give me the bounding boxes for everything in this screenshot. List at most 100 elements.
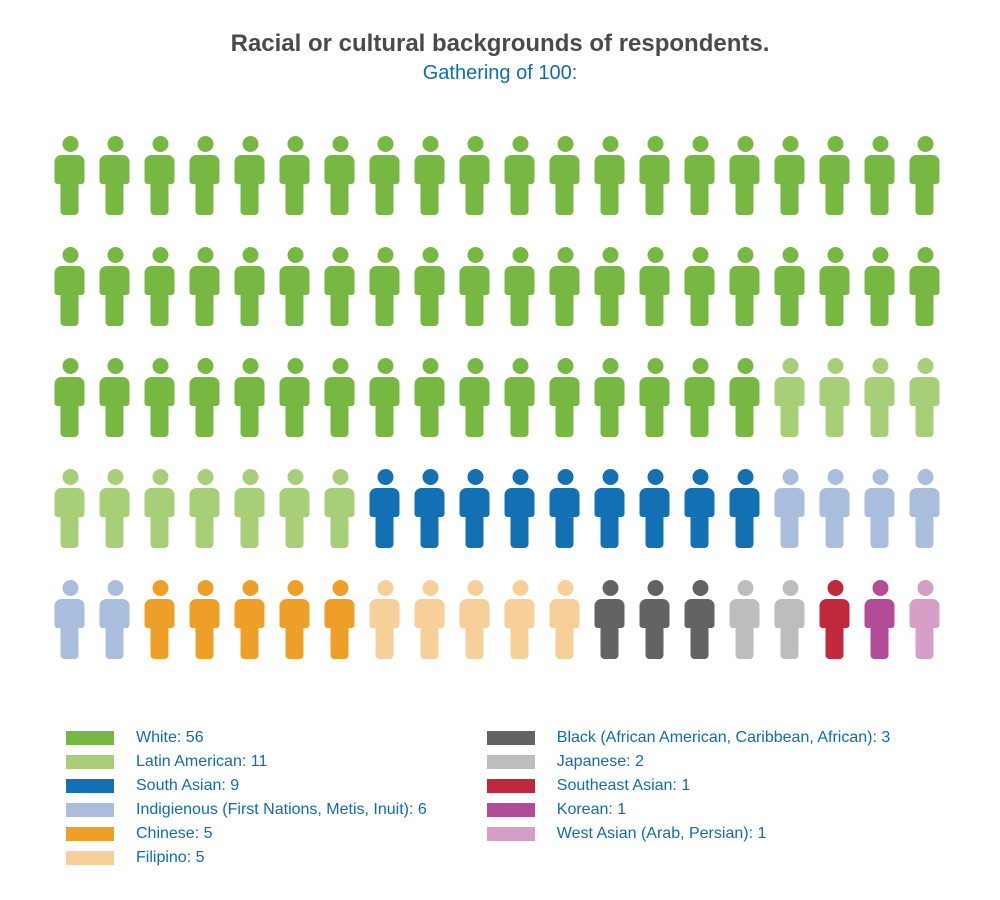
person-icon bbox=[770, 357, 811, 437]
legend-swatch bbox=[66, 803, 114, 817]
person-icon bbox=[635, 357, 676, 437]
person-icon bbox=[635, 246, 676, 326]
person-icon bbox=[185, 135, 226, 215]
person-icon bbox=[455, 579, 496, 659]
legend-label: Chinese: 5 bbox=[136, 825, 213, 843]
person-icon bbox=[410, 357, 451, 437]
person-icon bbox=[725, 246, 766, 326]
person-icon bbox=[230, 579, 271, 659]
page-title: Racial or cultural backgrounds of respon… bbox=[50, 30, 950, 58]
person-icon bbox=[95, 579, 136, 659]
legend-item-white: White: 56 bbox=[66, 729, 427, 747]
person-icon bbox=[545, 579, 586, 659]
person-icon bbox=[230, 246, 271, 326]
legend-item-korean: Korean: 1 bbox=[487, 801, 890, 819]
legend-label: Japanese: 2 bbox=[557, 753, 644, 771]
legend-swatch bbox=[66, 731, 114, 745]
legend-column: White: 56Latin American: 11South Asian: … bbox=[66, 729, 427, 867]
person-icon bbox=[320, 357, 361, 437]
person-icon bbox=[365, 579, 406, 659]
person-icon bbox=[770, 468, 811, 548]
person-icon bbox=[590, 468, 631, 548]
person-icon bbox=[185, 468, 226, 548]
legend-label: Black (African American, Caribbean, Afri… bbox=[557, 729, 890, 747]
person-icon bbox=[95, 357, 136, 437]
person-icon bbox=[590, 135, 631, 215]
legend-item-chinese: Chinese: 5 bbox=[66, 825, 427, 843]
person-icon bbox=[320, 468, 361, 548]
person-icon bbox=[230, 135, 271, 215]
person-icon bbox=[635, 135, 676, 215]
person-icon bbox=[500, 579, 541, 659]
person-icon bbox=[500, 357, 541, 437]
person-icon bbox=[365, 246, 406, 326]
person-icon bbox=[905, 468, 946, 548]
person-icon bbox=[815, 135, 856, 215]
legend-swatch bbox=[66, 851, 114, 865]
person-icon bbox=[725, 579, 766, 659]
person-icon bbox=[140, 468, 181, 548]
legend-item-west_asian: West Asian (Arab, Persian): 1 bbox=[487, 825, 890, 843]
legend-label: South Asian: 9 bbox=[136, 777, 239, 795]
person-icon bbox=[500, 468, 541, 548]
person-icon bbox=[410, 135, 451, 215]
person-icon bbox=[500, 246, 541, 326]
legend-swatch bbox=[487, 731, 535, 745]
person-icon bbox=[50, 357, 91, 437]
person-icon bbox=[140, 579, 181, 659]
person-icon bbox=[545, 468, 586, 548]
legend-item-south_asian: South Asian: 9 bbox=[66, 777, 427, 795]
person-icon bbox=[815, 246, 856, 326]
person-icon bbox=[455, 246, 496, 326]
person-icon bbox=[95, 468, 136, 548]
person-icon bbox=[680, 468, 721, 548]
person-icon bbox=[185, 246, 226, 326]
legend-item-japanese: Japanese: 2 bbox=[487, 753, 890, 771]
person-icon bbox=[410, 579, 451, 659]
person-icon bbox=[860, 468, 901, 548]
person-icon bbox=[365, 468, 406, 548]
person-icon bbox=[905, 357, 946, 437]
person-icon bbox=[725, 468, 766, 548]
legend-item-filipino: Filipino: 5 bbox=[66, 849, 427, 867]
person-icon bbox=[770, 579, 811, 659]
person-icon bbox=[545, 135, 586, 215]
person-icon bbox=[140, 246, 181, 326]
pictogram-grid bbox=[50, 135, 950, 659]
legend-column: Black (African American, Caribbean, Afri… bbox=[487, 729, 890, 867]
person-icon bbox=[860, 357, 901, 437]
person-icon bbox=[725, 357, 766, 437]
legend-label: Indigienous (First Nations, Metis, Inuit… bbox=[136, 801, 427, 819]
person-icon bbox=[590, 579, 631, 659]
legend-item-black: Black (African American, Caribbean, Afri… bbox=[487, 729, 890, 747]
person-icon bbox=[905, 135, 946, 215]
person-icon bbox=[590, 246, 631, 326]
person-icon bbox=[275, 357, 316, 437]
person-icon bbox=[455, 468, 496, 548]
person-icon bbox=[230, 357, 271, 437]
legend-swatch bbox=[487, 755, 535, 769]
person-icon bbox=[815, 468, 856, 548]
person-icon bbox=[905, 246, 946, 326]
legend-label: White: 56 bbox=[136, 729, 204, 747]
person-icon bbox=[365, 357, 406, 437]
person-icon bbox=[815, 357, 856, 437]
person-icon bbox=[410, 246, 451, 326]
person-icon bbox=[140, 357, 181, 437]
person-icon bbox=[635, 579, 676, 659]
person-icon bbox=[410, 468, 451, 548]
person-icon bbox=[860, 246, 901, 326]
person-icon bbox=[590, 357, 631, 437]
person-icon bbox=[185, 357, 226, 437]
person-icon bbox=[545, 357, 586, 437]
person-icon bbox=[50, 579, 91, 659]
person-icon bbox=[95, 246, 136, 326]
person-icon bbox=[185, 579, 226, 659]
legend-swatch bbox=[66, 827, 114, 841]
person-icon bbox=[770, 246, 811, 326]
person-icon bbox=[275, 579, 316, 659]
person-icon bbox=[815, 579, 856, 659]
person-icon bbox=[680, 357, 721, 437]
person-icon bbox=[275, 468, 316, 548]
person-icon bbox=[50, 135, 91, 215]
